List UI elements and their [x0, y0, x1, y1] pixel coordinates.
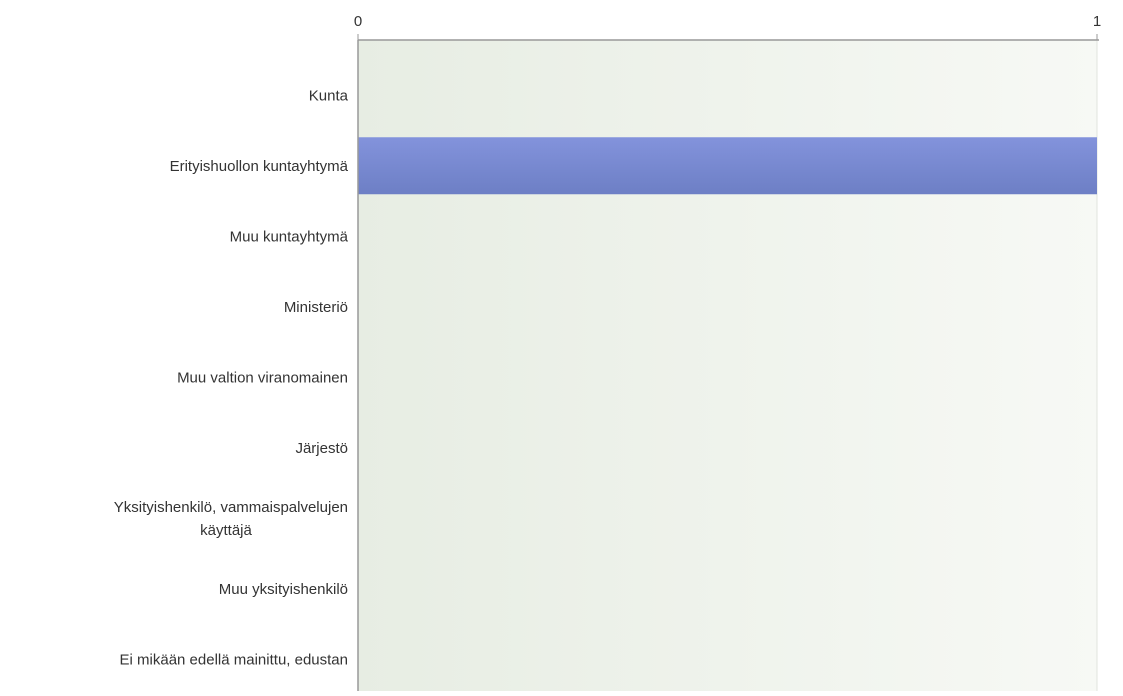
x-tick-label: 0: [354, 13, 362, 30]
category-label: Ministeriö: [284, 299, 348, 316]
bar: [358, 137, 1097, 195]
category-label: Kunta: [309, 87, 349, 104]
x-tick-label: 1: [1093, 13, 1101, 30]
category-label: Ei mikään edellä mainittu, edustan: [120, 651, 348, 668]
category-label: Muu valtion viranomainen: [177, 369, 348, 386]
category-labels: Kunta Erityishuollon kuntayhtymä Muu kunta…: [114, 87, 349, 668]
category-label: Yksityishenkilö, vammaispalvelujen käyttä…: [114, 499, 348, 539]
bars: [358, 137, 1097, 195]
category-label: Muu kuntayhtymä: [230, 228, 349, 245]
category-label: Järjestö: [295, 440, 348, 457]
category-label-line: käyttäjä: [200, 522, 252, 539]
category-label: Erityishuollon kuntayhtymä: [170, 158, 349, 175]
category-label: Muu yksityishenkilö: [219, 581, 348, 598]
category-label-line: Yksityishenkilö, vammaispalvelujen: [114, 499, 348, 516]
